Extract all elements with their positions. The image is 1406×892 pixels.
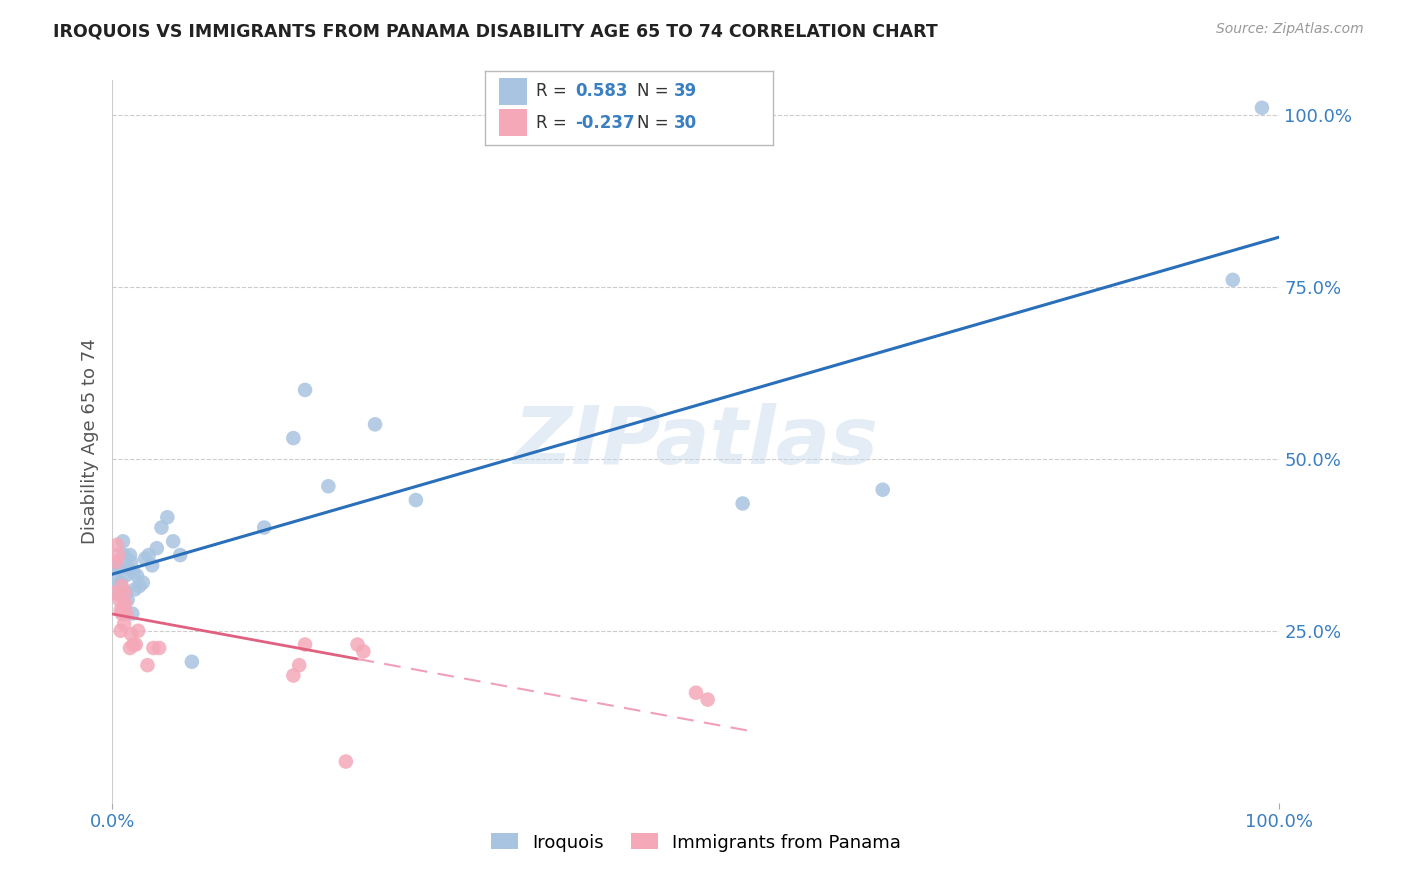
Point: [120, 555, 142, 569]
Text: N =: N =: [637, 114, 668, 132]
Point: [114, 596, 136, 610]
Text: R =: R =: [536, 114, 567, 132]
Point: [283, 431, 305, 445]
Point: [162, 534, 184, 549]
Point: [180, 655, 202, 669]
Text: ZIPatlas: ZIPatlas: [513, 402, 879, 481]
Point: [111, 534, 134, 549]
Point: [110, 575, 132, 590]
Point: [121, 607, 143, 621]
Text: R =: R =: [536, 82, 567, 100]
Point: [346, 638, 368, 652]
Point: [1251, 101, 1274, 115]
Point: [318, 479, 340, 493]
Point: [136, 658, 159, 673]
Y-axis label: Disability Age 65 to 74: Disability Age 65 to 74: [80, 339, 98, 544]
Point: [405, 493, 427, 508]
Point: [148, 640, 170, 655]
Point: [132, 575, 155, 590]
Point: [111, 603, 134, 617]
Point: [125, 638, 148, 652]
Point: [112, 548, 135, 562]
Text: 0.583: 0.583: [575, 82, 627, 100]
Point: [731, 496, 754, 510]
Point: [124, 582, 146, 597]
Point: [685, 686, 707, 700]
Point: [114, 568, 136, 582]
Point: [108, 592, 131, 607]
Point: [134, 551, 156, 566]
Point: [127, 624, 149, 638]
Text: 39: 39: [673, 82, 697, 100]
Point: [104, 572, 127, 586]
Legend: Iroquois, Immigrants from Panama: Iroquois, Immigrants from Panama: [484, 826, 908, 859]
Point: [118, 548, 141, 562]
Point: [104, 555, 127, 569]
Point: [118, 640, 141, 655]
Point: [288, 658, 311, 673]
Text: 30: 30: [673, 114, 696, 132]
Point: [142, 640, 165, 655]
Point: [111, 607, 134, 621]
Point: [872, 483, 894, 497]
Point: [294, 383, 316, 397]
Text: Source: ZipAtlas.com: Source: ZipAtlas.com: [1216, 22, 1364, 37]
Point: [156, 510, 179, 524]
Point: [108, 562, 131, 576]
Point: [111, 579, 134, 593]
Point: [111, 590, 134, 604]
Point: [118, 562, 141, 576]
Text: IROQUOIS VS IMMIGRANTS FROM PANAMA DISABILITY AGE 65 TO 74 CORRELATION CHART: IROQUOIS VS IMMIGRANTS FROM PANAMA DISAB…: [53, 22, 938, 40]
Point: [112, 586, 135, 600]
Text: N =: N =: [637, 82, 668, 100]
Point: [110, 624, 132, 638]
Point: [146, 541, 169, 556]
Point: [104, 586, 127, 600]
Point: [122, 566, 145, 580]
Point: [122, 638, 145, 652]
Point: [335, 755, 357, 769]
Text: -0.237: -0.237: [575, 114, 634, 132]
Point: [352, 644, 374, 658]
Point: [115, 607, 138, 621]
Point: [105, 538, 128, 552]
Point: [696, 692, 718, 706]
Point: [169, 548, 191, 562]
Point: [294, 638, 316, 652]
Point: [141, 558, 163, 573]
Point: [105, 558, 128, 573]
Point: [283, 668, 305, 682]
Point: [112, 616, 135, 631]
Point: [1222, 273, 1244, 287]
Point: [115, 586, 138, 600]
Point: [104, 586, 127, 600]
Point: [120, 627, 142, 641]
Point: [364, 417, 387, 432]
Point: [138, 548, 160, 562]
Point: [117, 592, 139, 607]
Point: [253, 520, 276, 534]
Point: [107, 548, 129, 562]
Point: [125, 568, 148, 582]
Point: [110, 603, 132, 617]
Point: [128, 579, 150, 593]
Point: [150, 520, 173, 534]
